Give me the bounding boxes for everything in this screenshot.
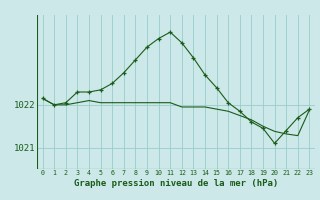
X-axis label: Graphe pression niveau de la mer (hPa): Graphe pression niveau de la mer (hPa) [74,179,278,188]
